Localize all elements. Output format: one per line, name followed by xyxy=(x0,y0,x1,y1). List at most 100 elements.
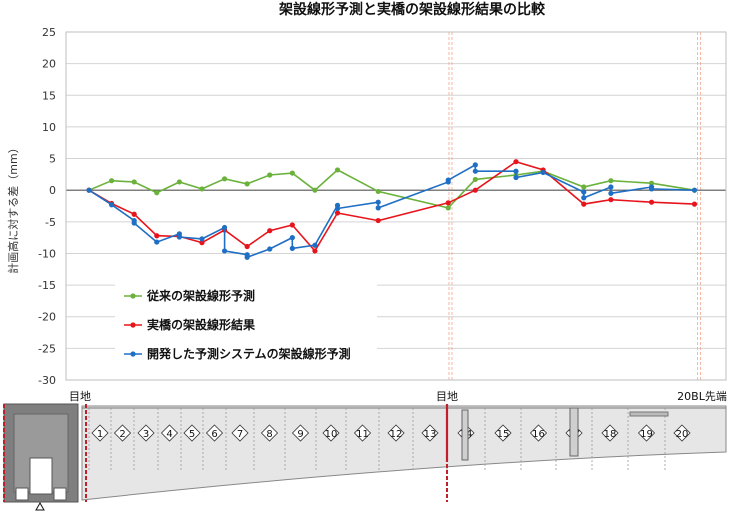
segment-number: 3 xyxy=(143,429,149,440)
segment-number: 9 xyxy=(297,429,303,440)
y-tick-label: -20 xyxy=(38,311,56,324)
segment-marker xyxy=(205,424,224,442)
y-tick-label: -5 xyxy=(45,216,56,229)
data-point xyxy=(608,190,614,196)
data-point xyxy=(154,190,160,196)
y-tick-label: -30 xyxy=(38,374,56,387)
data-point xyxy=(221,248,228,254)
data-point xyxy=(199,236,205,242)
segment-marker xyxy=(494,424,512,442)
segment-marker xyxy=(183,424,201,442)
data-point xyxy=(445,177,451,183)
pier-opening xyxy=(15,487,29,501)
segment-marker xyxy=(353,424,372,442)
tip-detail xyxy=(629,411,669,417)
y-tick-label: 5 xyxy=(49,153,56,166)
segment-number: 2 xyxy=(119,429,125,440)
y-axis-label: 計画高に対する差（mm） xyxy=(6,142,20,273)
segment-marker xyxy=(529,424,548,442)
data-point xyxy=(312,242,318,248)
segment-number: 15 xyxy=(497,429,510,440)
data-point xyxy=(472,187,478,193)
data-point xyxy=(608,184,614,190)
segment-number: 13 xyxy=(424,429,437,440)
segment-number: 10 xyxy=(325,429,338,440)
segment-marker xyxy=(113,424,132,442)
data-point xyxy=(513,159,519,165)
data-point xyxy=(513,168,519,174)
y-tick-label: -15 xyxy=(38,279,56,292)
joint-label-left: 目地 xyxy=(69,390,91,403)
segment-marker xyxy=(601,424,619,442)
data-point xyxy=(581,201,587,207)
data-point xyxy=(472,176,478,183)
segment-marker xyxy=(322,424,340,442)
plot-frame xyxy=(65,31,727,381)
data-point xyxy=(608,178,614,184)
series-group xyxy=(86,159,698,254)
series-group xyxy=(86,162,698,260)
data-point xyxy=(513,174,519,181)
y-tick-label: -25 xyxy=(38,342,56,355)
data-point xyxy=(267,228,273,234)
segment-marker xyxy=(291,424,310,442)
legend-entry: 開発した予測システムの架設線形予測 xyxy=(147,346,351,361)
data-point xyxy=(608,197,614,203)
segment-number: 1 xyxy=(97,429,103,440)
y-tick-label: 20 xyxy=(42,58,56,71)
data-point xyxy=(472,168,478,174)
legend-entry: 実橋の架設線形結果 xyxy=(147,317,255,332)
segment-number: 11 xyxy=(356,429,369,440)
data-point xyxy=(176,179,182,185)
legend-swatch-marker xyxy=(130,351,136,357)
segment-marker xyxy=(160,424,179,442)
data-point xyxy=(445,205,451,211)
segment-number: 16 xyxy=(532,429,545,440)
data-point xyxy=(691,187,698,193)
data-point xyxy=(375,205,381,211)
data-point xyxy=(581,195,587,201)
data-point xyxy=(244,254,250,260)
data-point xyxy=(289,245,295,251)
pier-opening xyxy=(29,457,53,495)
segment-number: 5 xyxy=(189,429,195,440)
girder-body xyxy=(81,405,727,501)
diaphragm xyxy=(461,409,469,461)
segment-number: 4 xyxy=(166,429,172,440)
data-point xyxy=(581,184,587,190)
data-point xyxy=(375,217,381,224)
segment-marker xyxy=(137,424,155,442)
data-point xyxy=(267,246,273,252)
data-point xyxy=(244,181,250,187)
data-point xyxy=(334,167,341,173)
data-point xyxy=(199,186,205,192)
axis-layer: 25 20 15 10 5 0 -5 -10 -15 -20 -25 -30 xyxy=(38,26,727,387)
bridge-diagram: 1234567891011121314151617181920 xyxy=(3,403,727,511)
data-point xyxy=(375,199,381,205)
segment-number: 19 xyxy=(640,429,653,440)
data-point xyxy=(648,199,655,205)
data-point xyxy=(445,200,451,206)
data-point xyxy=(691,201,698,207)
segment-marker xyxy=(91,424,109,442)
joint-label-middle: 目地 xyxy=(436,390,458,403)
y-tick-label: 15 xyxy=(42,89,56,102)
data-point xyxy=(648,180,655,186)
segment-marker xyxy=(673,424,691,442)
segment-marker xyxy=(231,424,249,442)
y-tick-label: 10 xyxy=(42,121,56,134)
data-point xyxy=(289,222,295,228)
legend-swatch-marker xyxy=(130,293,136,299)
legend-box xyxy=(115,280,377,370)
chart-title: 架設線形予測と実橋の架設線形結果の比較 xyxy=(278,1,546,18)
data-point xyxy=(334,205,341,212)
data-point xyxy=(267,172,273,178)
data-point xyxy=(221,176,228,182)
segment-number: 12 xyxy=(390,429,403,440)
segment-marker xyxy=(421,424,439,442)
data-point xyxy=(289,235,295,241)
data-point xyxy=(131,220,137,226)
series-layer xyxy=(86,159,698,260)
